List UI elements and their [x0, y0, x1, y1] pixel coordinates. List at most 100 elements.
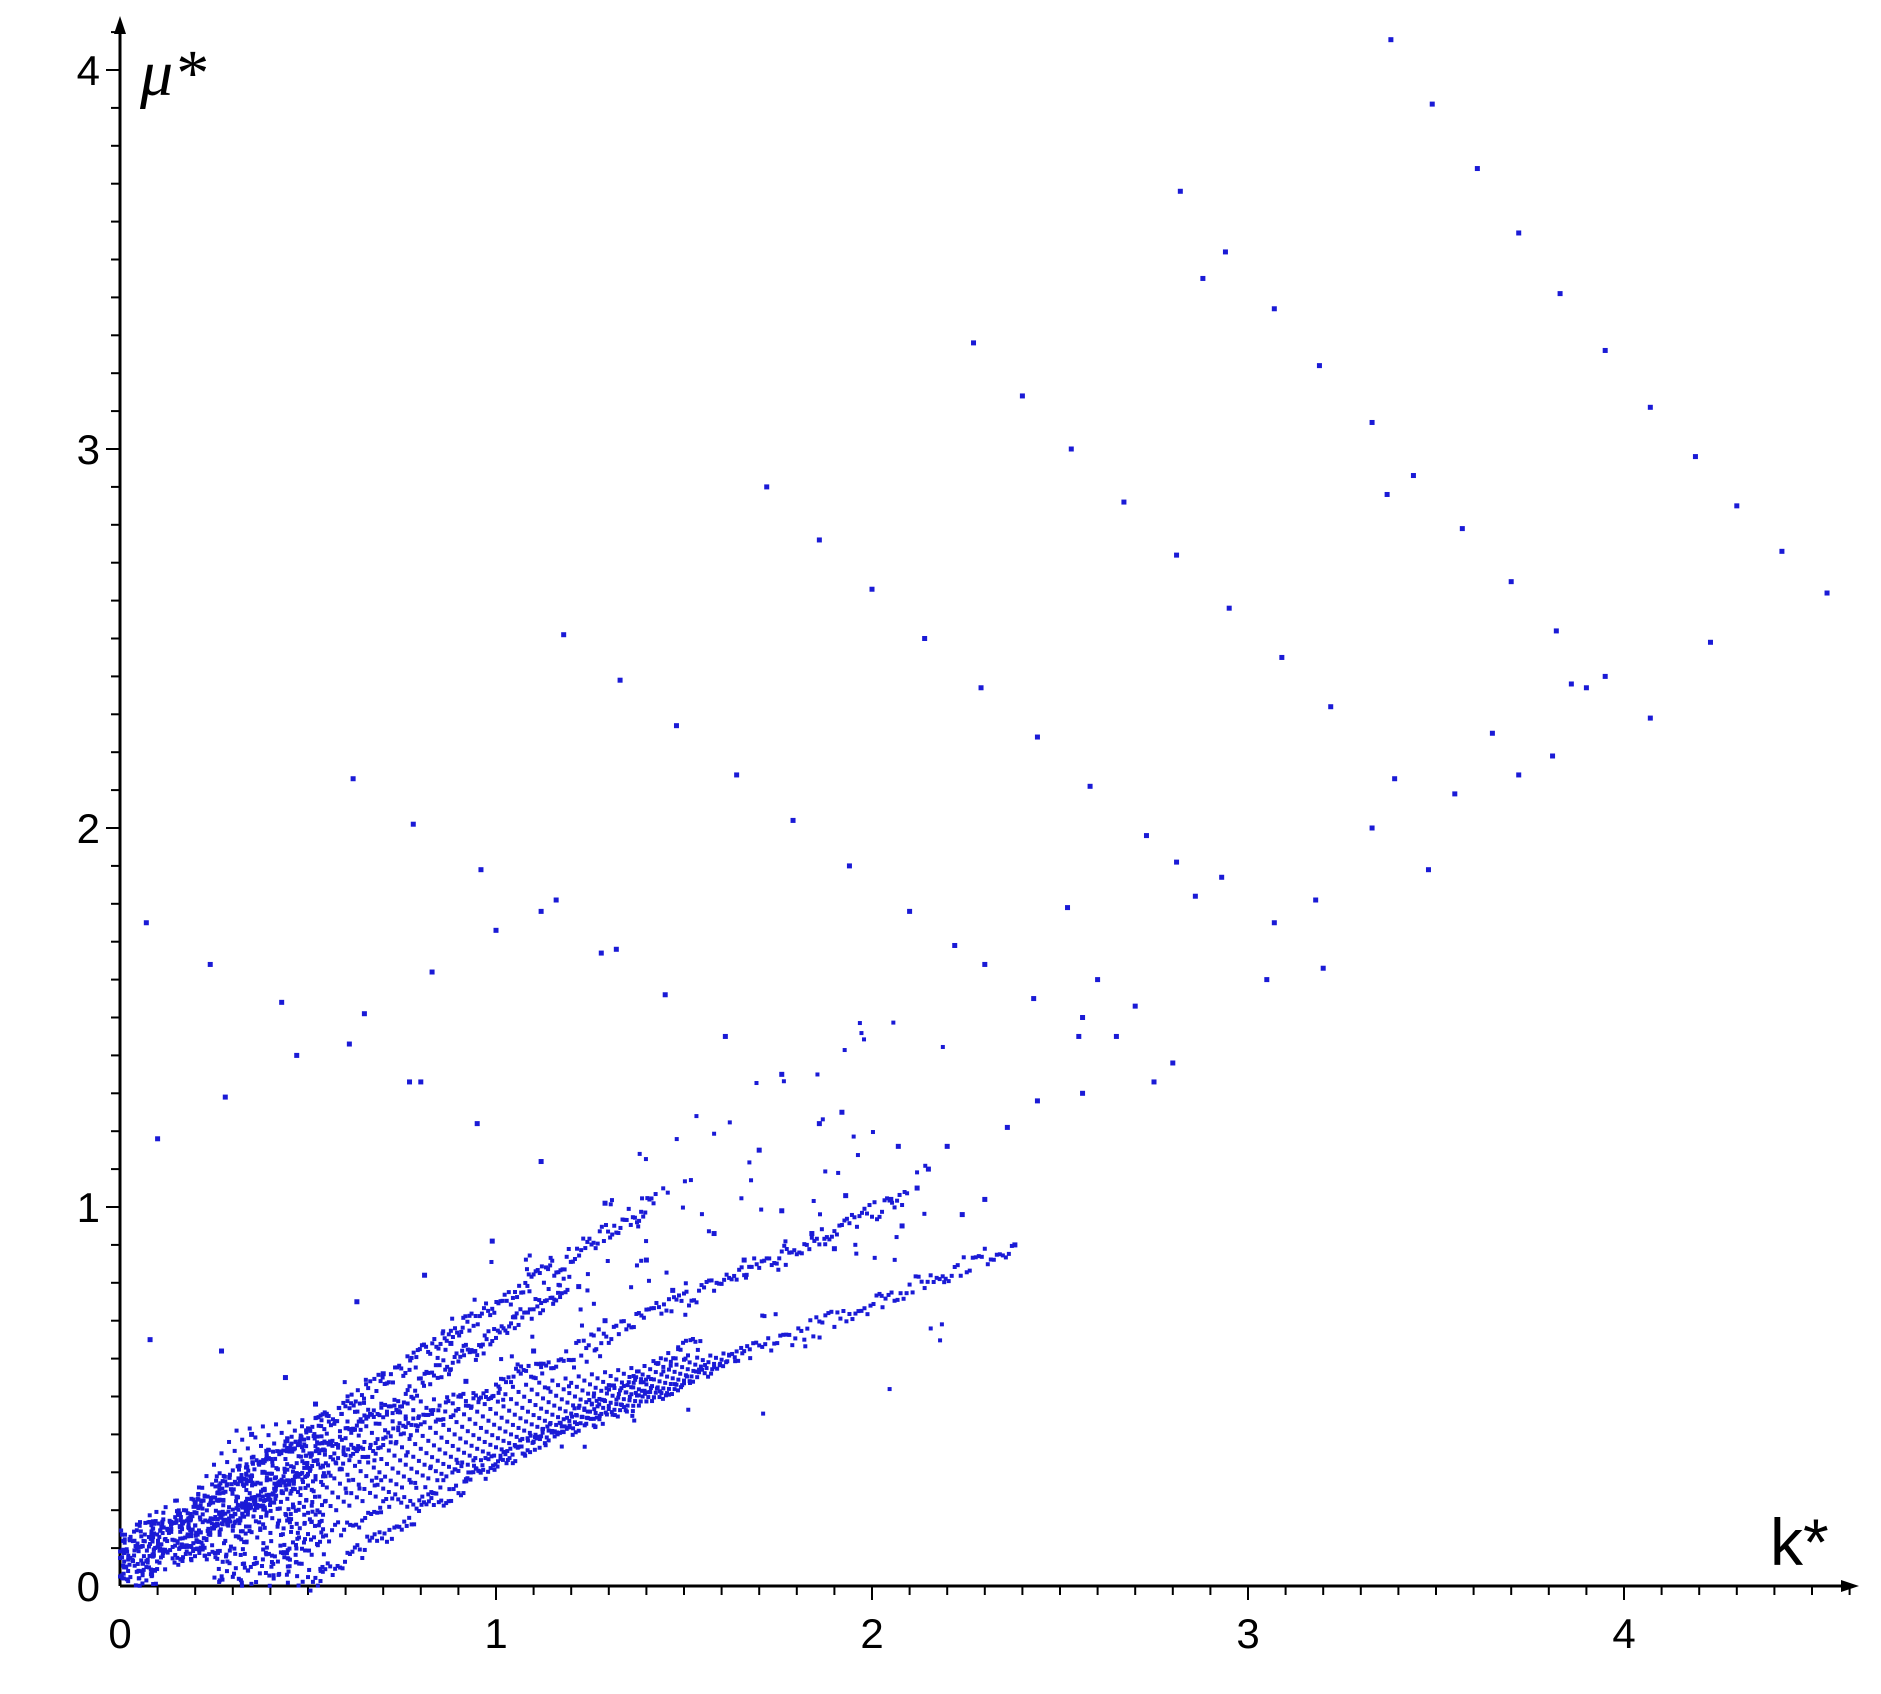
- cloud-point: [642, 1391, 647, 1396]
- cloud-point: [754, 1262, 759, 1267]
- cloud-point: [239, 1473, 244, 1478]
- cloud-point: [558, 1295, 563, 1300]
- cloud-point: [343, 1486, 348, 1491]
- cloud-point: [916, 1274, 921, 1279]
- cloud-point: [341, 1452, 346, 1457]
- cloud-point: [134, 1528, 139, 1533]
- data-point: [147, 1337, 153, 1343]
- cloud-point: [191, 1497, 196, 1502]
- cloud-point: [176, 1562, 181, 1567]
- cloud-point: [282, 1469, 287, 1474]
- cloud-point: [703, 1363, 708, 1368]
- cloud-point: [541, 1280, 546, 1285]
- cloud-point: [335, 1419, 340, 1424]
- cloud-point: [195, 1539, 200, 1544]
- cloud-point: [354, 1423, 359, 1428]
- data-point: [734, 772, 740, 778]
- cloud-point: [302, 1537, 307, 1542]
- cloud-point: [551, 1301, 556, 1306]
- cloud-point: [230, 1488, 235, 1493]
- cloud-point: [819, 1227, 824, 1232]
- cloud-point: [572, 1257, 577, 1262]
- data-point: [1019, 393, 1025, 399]
- cloud-point: [571, 1403, 576, 1408]
- cloud-point: [525, 1283, 530, 1288]
- cloud-point: [176, 1508, 181, 1513]
- cloud-point: [889, 1290, 894, 1295]
- cloud-point: [481, 1306, 486, 1311]
- cloud-point: [495, 1436, 500, 1441]
- cloud-point: [271, 1492, 276, 1497]
- cloud-point: [561, 1276, 566, 1281]
- cloud-point: [286, 1507, 291, 1512]
- cloud-point: [160, 1521, 165, 1526]
- cloud-point: [221, 1490, 226, 1495]
- cloud-point: [315, 1447, 320, 1452]
- cloud-point: [307, 1567, 312, 1572]
- cloud-point: [420, 1380, 425, 1385]
- y-tick-label: 1: [77, 1184, 100, 1231]
- cloud-point: [546, 1386, 551, 1391]
- cloud-point: [721, 1351, 726, 1356]
- cloud-point: [565, 1400, 570, 1405]
- cloud-point: [269, 1553, 274, 1558]
- cloud-point: [492, 1467, 497, 1472]
- cloud-point: [697, 1288, 702, 1293]
- cloud-point: [729, 1277, 734, 1282]
- cloud-point: [190, 1527, 195, 1532]
- cloud-point: [752, 1256, 757, 1261]
- cloud-point: [732, 1273, 737, 1278]
- data-point: [1647, 404, 1653, 410]
- cloud-point: [672, 1369, 677, 1374]
- cloud-point: [639, 1313, 644, 1318]
- cloud-point: [287, 1449, 292, 1454]
- cloud-point: [180, 1521, 185, 1526]
- cloud-point: [190, 1514, 195, 1519]
- cloud-point: [594, 1398, 599, 1403]
- cloud-point: [233, 1566, 238, 1571]
- data-point: [1328, 704, 1334, 710]
- cloud-point: [403, 1391, 408, 1396]
- cloud-point: [134, 1569, 139, 1574]
- cloud-point: [934, 1275, 939, 1280]
- cloud-point: [859, 1308, 864, 1313]
- cloud-point: [477, 1436, 482, 1441]
- cloud-point: [261, 1507, 266, 1512]
- cloud-point: [484, 1301, 489, 1306]
- cloud-point: [682, 1179, 687, 1184]
- cloud-point: [608, 1400, 613, 1405]
- cloud-point: [781, 1332, 786, 1337]
- cloud-point: [817, 1242, 822, 1247]
- cloud-point: [635, 1369, 639, 1374]
- cloud-point: [230, 1574, 235, 1579]
- cloud-point: [290, 1477, 295, 1482]
- cloud-point: [503, 1429, 508, 1434]
- cloud-point: [886, 1292, 891, 1297]
- cloud-point: [293, 1439, 298, 1444]
- cloud-point: [874, 1293, 879, 1298]
- cloud-point: [347, 1406, 352, 1411]
- cloud-point: [248, 1564, 253, 1569]
- cloud-point: [285, 1496, 290, 1501]
- cloud-point: [119, 1532, 124, 1537]
- cloud-point: [147, 1513, 152, 1518]
- cloud-point: [665, 1374, 670, 1379]
- cloud-point: [431, 1443, 436, 1448]
- cloud-point: [172, 1538, 177, 1543]
- cloud-point: [417, 1498, 422, 1503]
- cloud-point: [496, 1384, 501, 1389]
- cloud-point: [367, 1538, 372, 1543]
- cloud-point: [784, 1332, 789, 1337]
- cloud-point: [566, 1357, 571, 1362]
- cloud-point: [597, 1229, 602, 1234]
- cloud-point: [261, 1460, 266, 1465]
- cloud-point: [510, 1315, 515, 1320]
- cloud-point: [238, 1457, 243, 1462]
- cloud-point: [267, 1583, 272, 1588]
- cloud-point: [184, 1543, 189, 1548]
- cloud-point: [349, 1491, 354, 1496]
- cloud-point: [364, 1424, 369, 1429]
- cloud-point: [435, 1458, 440, 1463]
- cloud-point: [564, 1349, 569, 1354]
- cloud-point: [263, 1570, 268, 1575]
